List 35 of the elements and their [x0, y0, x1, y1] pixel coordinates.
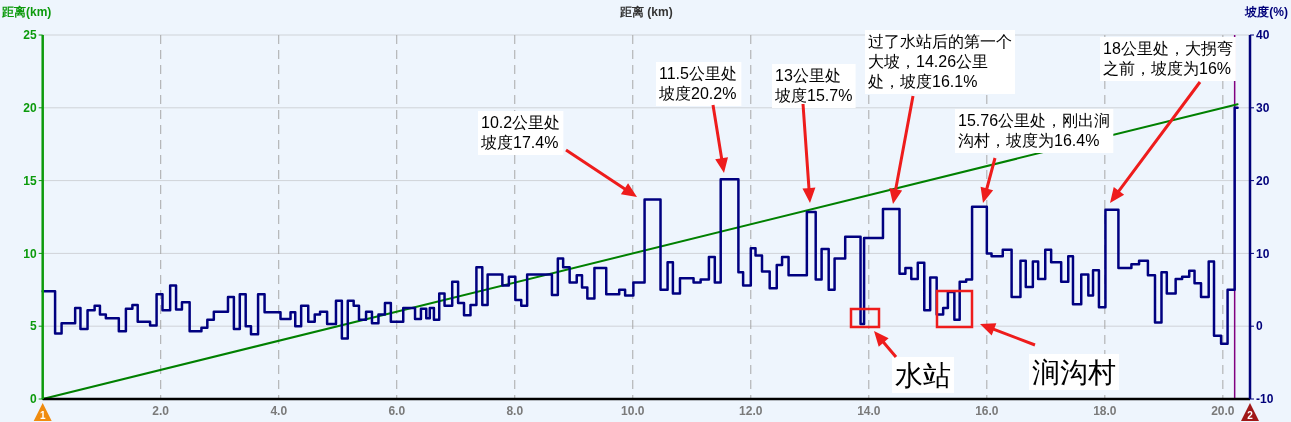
x-tick-label: 4.0: [270, 404, 288, 418]
text: 2: [1247, 410, 1254, 421]
x-tick-label: 16.0: [975, 404, 999, 418]
annotation: 13公里处坡度15.7%: [774, 67, 853, 105]
x-tick-label: 20.0: [1211, 404, 1235, 418]
text: 1: [39, 410, 46, 421]
y2-tick-label: 40: [1256, 28, 1270, 43]
annotation: 10.2公里处坡度17.4%: [480, 114, 561, 152]
y-tick-label: 10: [23, 246, 38, 261]
y-tick-label: 25: [23, 28, 38, 43]
y-tick-label: 5: [30, 319, 38, 334]
x-tick-label: 10.0: [621, 404, 645, 418]
x-tick-label: 14.0: [857, 404, 881, 418]
x-axis-title: 距离 (km): [619, 5, 673, 19]
x-tick-label: 18.0: [1093, 404, 1117, 418]
y-axis-title: 距离(km): [1, 5, 52, 19]
y2-axis-title: 坡度(%): [1244, 5, 1288, 19]
annotation: 涧沟村: [1032, 356, 1116, 388]
y2-tick-label: 10: [1256, 246, 1270, 261]
x-tick-label: 6.0: [388, 404, 406, 418]
x-tick-label: 12.0: [739, 404, 763, 418]
annotation: 水站: [895, 359, 951, 391]
y-tick-label: 15: [23, 173, 38, 188]
y2-tick-label: 30: [1256, 101, 1270, 115]
y2-tick-label: -10: [1256, 392, 1274, 407]
annotation: 11.5公里处坡度20.2%: [658, 65, 737, 103]
y2-tick-label: 20: [1256, 173, 1270, 188]
x-tick-label: 2.0: [152, 404, 170, 418]
y-tick-label: 20: [23, 101, 38, 115]
y2-tick-label: 0: [1256, 319, 1263, 334]
annotation: 18公里处，大拐弯之前，坡度为16%: [1103, 40, 1233, 78]
y-tick-label: 0: [30, 392, 38, 407]
x-tick-label: 8.0: [506, 404, 524, 418]
annotation: 15.76公里处，刚出涧沟村，坡度为16.4%: [958, 112, 1111, 150]
annotation: 过了水站后的第一个大坡，14.26公里处，坡度16.1%: [868, 33, 1012, 91]
